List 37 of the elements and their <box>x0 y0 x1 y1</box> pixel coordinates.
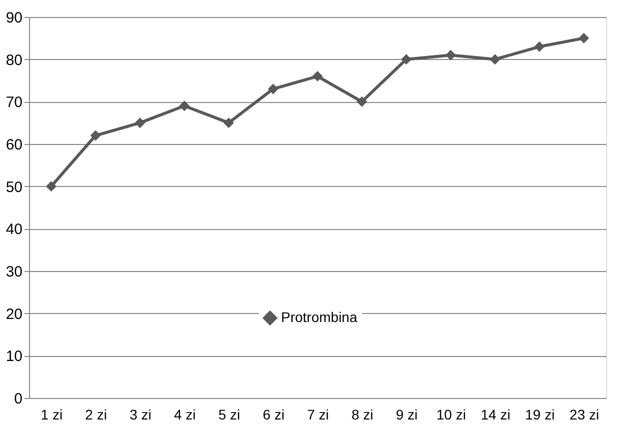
point <box>356 96 368 107</box>
x-tick-label: 19 zi <box>525 406 555 422</box>
x-tick-label: 2 zi <box>85 406 107 422</box>
y-tick-label: 40 <box>6 221 22 238</box>
point <box>312 71 323 82</box>
x-tick-label: 8 zi <box>351 406 374 422</box>
y-tick-label: 10 <box>6 348 22 366</box>
point <box>401 54 412 65</box>
x-tick-label: 3 zi <box>130 406 152 422</box>
point <box>223 118 234 128</box>
y-tick-label: 60 <box>6 136 22 154</box>
x-tick-label: 10 zi <box>436 406 466 422</box>
point <box>268 84 278 94</box>
point <box>179 100 190 112</box>
x-tick-label: 6 zi <box>262 406 285 422</box>
y-tick-label: 30 <box>6 264 22 280</box>
point <box>90 130 101 141</box>
x-tick-label: 4 zi <box>174 406 196 422</box>
y-tick-label: 0 <box>14 390 22 408</box>
point <box>534 41 545 52</box>
x-tick-label: 23 zi <box>570 406 600 422</box>
y-tick-label: 80 <box>6 52 22 69</box>
point <box>578 32 590 44</box>
y-tick-label: 20 <box>6 306 22 323</box>
x-tick-label: 1 zi <box>40 406 63 422</box>
y-tick-label: 90 <box>6 10 22 26</box>
x-tick-label: 9 zi <box>396 406 418 422</box>
point <box>445 50 456 60</box>
point <box>134 118 146 128</box>
x-tick-label: 5 zi <box>218 406 240 422</box>
point <box>490 54 500 65</box>
y-tick-label: 70 <box>6 94 22 112</box>
point <box>46 181 56 192</box>
x-tick-label: 14 zi <box>480 406 510 422</box>
y-tick-label: 50 <box>6 178 22 196</box>
x-tick-label: 7 zi <box>307 406 329 422</box>
legend-label: Protrombina <box>281 309 358 325</box>
